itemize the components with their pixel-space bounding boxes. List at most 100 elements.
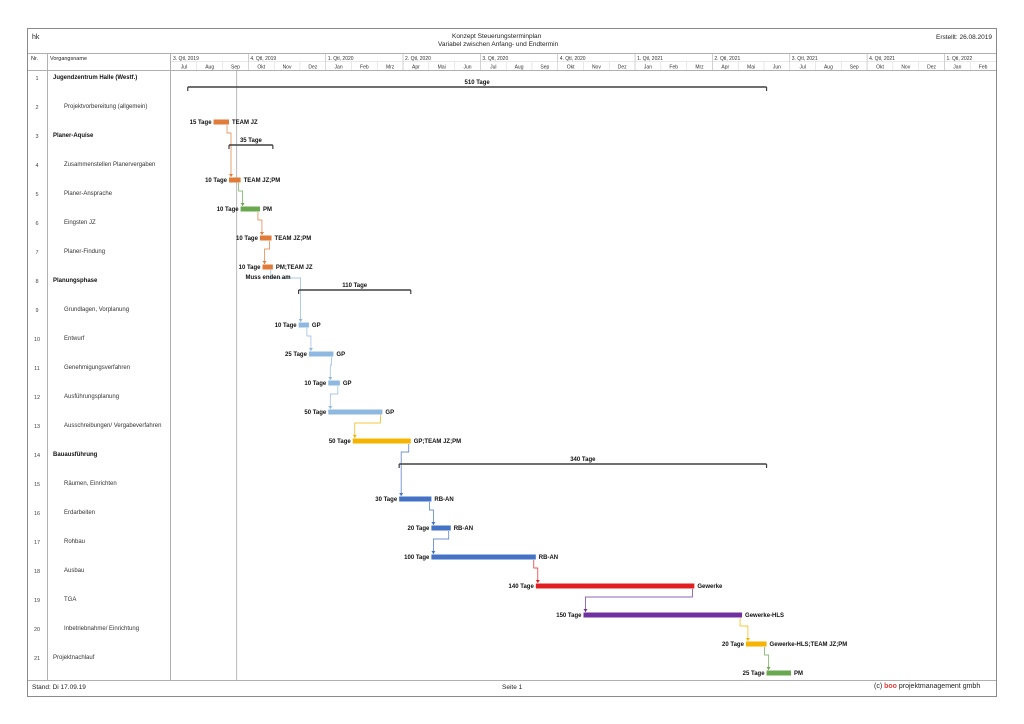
header-bottom-divider [28, 70, 996, 71]
task-duration: 30 Tage [375, 497, 398, 503]
month-label: Mrz [386, 65, 395, 71]
task-name: TGA [64, 597, 77, 603]
task-number: 20 [33, 627, 41, 633]
dependency-arrow [583, 609, 588, 612]
dependency-arrow [328, 406, 333, 409]
task-name: Projektnachlauf [53, 655, 95, 661]
task-bar [308, 351, 334, 357]
task-resource: PM;TEAM JZ [276, 265, 313, 271]
dependency-arrow [308, 348, 313, 351]
task-name: Projektvorbereitung (allgemein) [64, 104, 148, 110]
dependency-connector [329, 357, 332, 380]
task-name: Planungsphase [53, 278, 98, 284]
dependency-arrow [298, 319, 303, 322]
task-duration: 100 Tage [404, 555, 430, 561]
task-resource: GP [343, 381, 352, 387]
month-label: Sep [850, 65, 859, 71]
task-resource: TEAM JZ;PM [244, 178, 281, 184]
task-duration: 25 Tage [743, 671, 766, 677]
task-bar [535, 583, 695, 589]
task-number: 4 [35, 163, 39, 169]
dependency-arrow [431, 551, 436, 554]
header-left: hk [32, 34, 40, 41]
task-name: Inbetriebnahme/ Einrichtung [64, 626, 140, 632]
month-label: Feb [360, 65, 369, 71]
month-label: Sep [231, 65, 240, 71]
task-number: 17 [33, 540, 41, 546]
month-label: Okt [257, 65, 265, 71]
task-number: 13 [33, 424, 41, 430]
task-number: 2 [35, 105, 39, 111]
task-number: 19 [33, 598, 41, 604]
task-duration: 20 Tage [407, 526, 430, 532]
month-label: Jan [335, 65, 343, 71]
month-label: Feb [669, 65, 678, 71]
footer-copyright-suffix: projektmanagement gmbh [896, 683, 981, 690]
month-label: Jul [181, 65, 187, 71]
month-label: Jan [644, 65, 652, 71]
column-header-nr: Nr. [31, 56, 39, 62]
task-name: Räumen, Einrichten [64, 481, 117, 487]
task-number: 8 [35, 279, 39, 285]
task-name: Eingsten JZ [64, 220, 96, 226]
month-label: Dez [618, 65, 627, 71]
task-name: Jugendzentrum Halle (Westf.) [53, 75, 138, 81]
quarter-label: 4. Qtl, 2021 [869, 56, 895, 62]
task-bar [262, 264, 273, 270]
task-bar [213, 119, 230, 125]
quarter-label: 1. Qtl, 2020 [328, 56, 354, 62]
task-number: 12 [33, 395, 41, 401]
task-name: Planer-Ansprache [64, 191, 113, 197]
month-label: Aug [824, 65, 833, 71]
task-name: Bauausführung [53, 452, 98, 458]
task-name: Planer-Findung [64, 249, 106, 255]
dependency-connector [329, 386, 339, 409]
gantt-chart: 3. Qtl, 2019 4. Qtl, 2019 1. Qtl, 2020 2. Q… [171, 53, 996, 680]
task-number: 9 [35, 308, 39, 314]
task-name: Ausschreibungen/ Vergabeverfahren [64, 423, 162, 429]
task-bar [352, 438, 411, 444]
month-label: Mrz [695, 65, 704, 71]
month-label: Jul [799, 65, 805, 71]
task-duration: 150 Tage [556, 613, 582, 619]
task-name: Genehmigungsverfahren [64, 365, 131, 371]
dependency-connector [270, 270, 301, 322]
created-date: Erstellt: 26.08.2019 [936, 34, 993, 41]
dependency-arrow [352, 435, 357, 438]
dependency-connector [354, 415, 381, 438]
dependency-arrow [259, 232, 264, 235]
chart-subtitle: Variabel zwischen Anfang- und Endtermin [438, 41, 559, 48]
task-number: 5 [35, 192, 39, 198]
footer-copyright: (c) boo projektmanagement gmbh [874, 683, 980, 690]
quarter-label: 4. Qtl, 2019 [250, 56, 276, 62]
footer-copyright-prefix: (c) [874, 683, 885, 690]
month-label: Jun [463, 65, 471, 71]
month-label: Okt [876, 65, 884, 71]
dependency-arrow [240, 203, 245, 206]
dependency-connector [585, 589, 693, 612]
task-name: Erdarbeiten [64, 510, 96, 516]
header-divider [28, 53, 996, 54]
dependency-arrow [431, 522, 436, 525]
task-resource: GP [385, 410, 394, 416]
task-resource: PM [263, 207, 272, 213]
dependency-arrow [535, 580, 540, 583]
task-bar [399, 496, 432, 502]
gantt-sheet: hk Konzept Steuerungsterminplan Variabel… [27, 28, 997, 697]
footer-status-date: Stand: Di 17.09.19 [32, 684, 86, 691]
month-label: Jul [490, 65, 496, 71]
brand-logo: boo [884, 683, 897, 690]
task-bar [229, 177, 241, 183]
footer-divider [28, 680, 996, 681]
task-number: 3 [35, 134, 39, 140]
task-resource: GP [336, 352, 345, 358]
task-name: Zusammenstellen Planervergaben [64, 162, 156, 168]
task-duration: 15 Tage [190, 120, 213, 126]
task-number: 6 [35, 221, 39, 227]
task-bar [328, 409, 383, 415]
task-duration: 35 Tage [240, 138, 263, 144]
dependency-arrow [766, 667, 771, 670]
dependency-connector [264, 241, 270, 264]
dependency-connector [257, 212, 263, 235]
task-note: Muss enden am [246, 275, 291, 281]
